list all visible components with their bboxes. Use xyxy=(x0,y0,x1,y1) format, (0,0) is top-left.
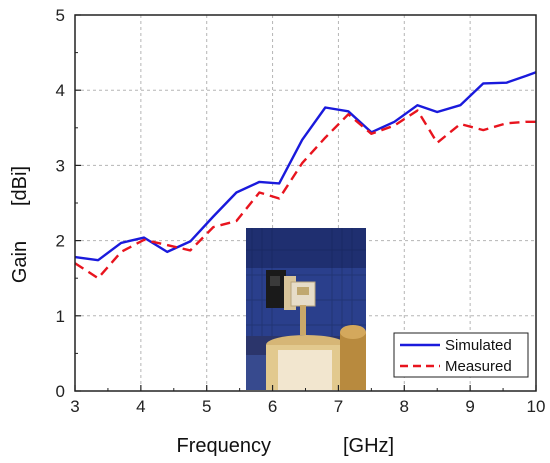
y-tick-label: 4 xyxy=(56,81,65,100)
x-tick-label: 6 xyxy=(268,397,277,416)
legend-box xyxy=(393,332,529,378)
anechoic-chamber-photo xyxy=(246,228,366,390)
x-tick-label: 9 xyxy=(465,397,474,416)
y-tick-label: 5 xyxy=(56,6,65,25)
x-tick-label: 5 xyxy=(202,397,211,416)
y-tick-label: 0 xyxy=(56,382,65,401)
y-tick-label: 3 xyxy=(56,156,65,175)
series-line-simulated xyxy=(74,71,537,262)
legend-label-measured: Measured xyxy=(445,358,512,375)
plot-frame xyxy=(74,14,537,392)
axis-ticks: 3 4 5 6 7 8 9 10 0 1 2 3 4 5 xyxy=(56,6,546,416)
x-tick-label: 8 xyxy=(400,397,409,416)
x-tick-label: 3 xyxy=(70,397,79,416)
x-axis-unit: [GHz] xyxy=(343,435,394,457)
legend-label-simulated: Simulated xyxy=(445,337,512,354)
y-tick-label: 2 xyxy=(56,232,65,251)
x-tick-label: 7 xyxy=(334,397,343,416)
y-axis-title: Gain xyxy=(9,241,31,283)
x-axis-title: Frequency xyxy=(177,435,272,457)
legend: Simulated Measured xyxy=(393,332,529,378)
x-tick-label: 4 xyxy=(136,397,145,416)
series-line-measured xyxy=(74,109,536,280)
y-axis-unit: [dBi] xyxy=(9,166,31,206)
series-layer xyxy=(74,71,537,280)
y-tick-label: 1 xyxy=(56,307,65,326)
x-tick-label: 10 xyxy=(527,397,546,416)
